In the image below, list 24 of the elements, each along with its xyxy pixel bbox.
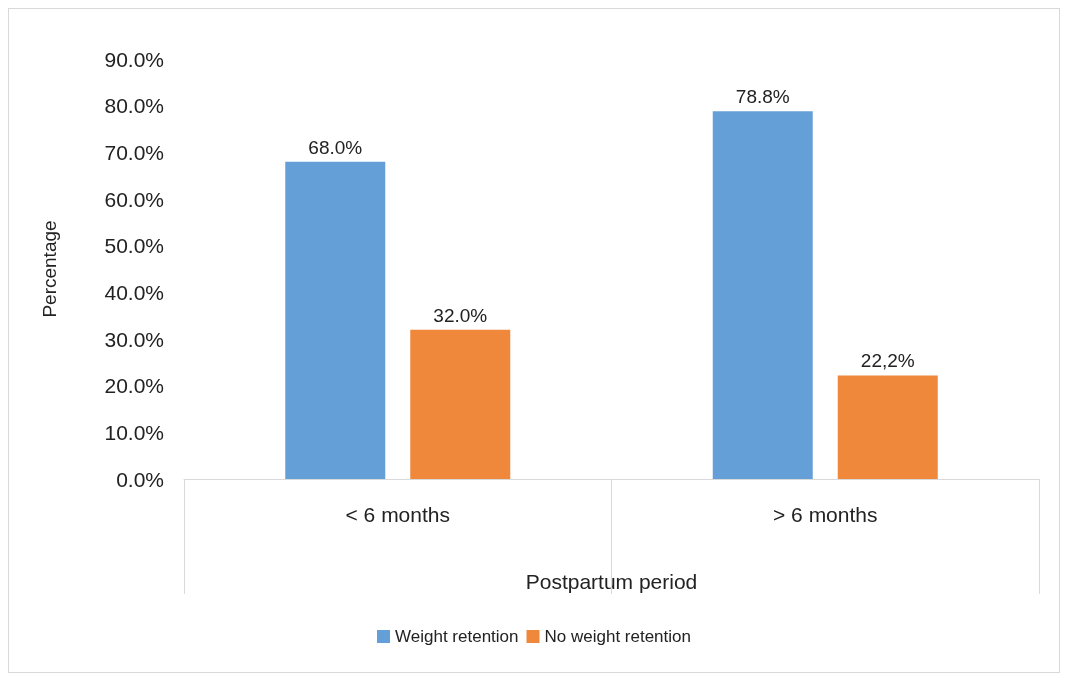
bar (712, 111, 813, 479)
x-tick-label: < 6 months (345, 503, 450, 526)
bar (837, 375, 938, 479)
x-axis-title: Postpartum period (525, 570, 698, 593)
y-tick-label: 30.0% (104, 327, 164, 351)
data-label: 22,2% (860, 350, 915, 372)
y-tick-label: 80.0% (104, 94, 164, 118)
legend-label: No weight retention (544, 627, 691, 646)
bar (285, 161, 386, 479)
y-tick-label: 50.0% (104, 234, 164, 258)
data-label: 78.8% (735, 86, 790, 108)
y-axis-title: Percentage (39, 220, 60, 318)
y-tick-label: 40.0% (104, 280, 164, 304)
y-tick-label: 0.0% (116, 467, 164, 491)
y-tick-label: 60.0% (104, 187, 164, 211)
bar (410, 329, 511, 479)
legend-label: Weight retention (395, 627, 519, 646)
y-tick-label: 10.0% (104, 420, 164, 444)
data-label: 68.0% (308, 136, 363, 158)
y-tick-label: 90.0% (104, 47, 164, 71)
y-tick-label: 70.0% (104, 140, 164, 164)
data-label: 32.0% (433, 304, 488, 326)
y-tick-label: 20.0% (104, 374, 164, 398)
x-tick-label: > 6 months (773, 503, 878, 526)
